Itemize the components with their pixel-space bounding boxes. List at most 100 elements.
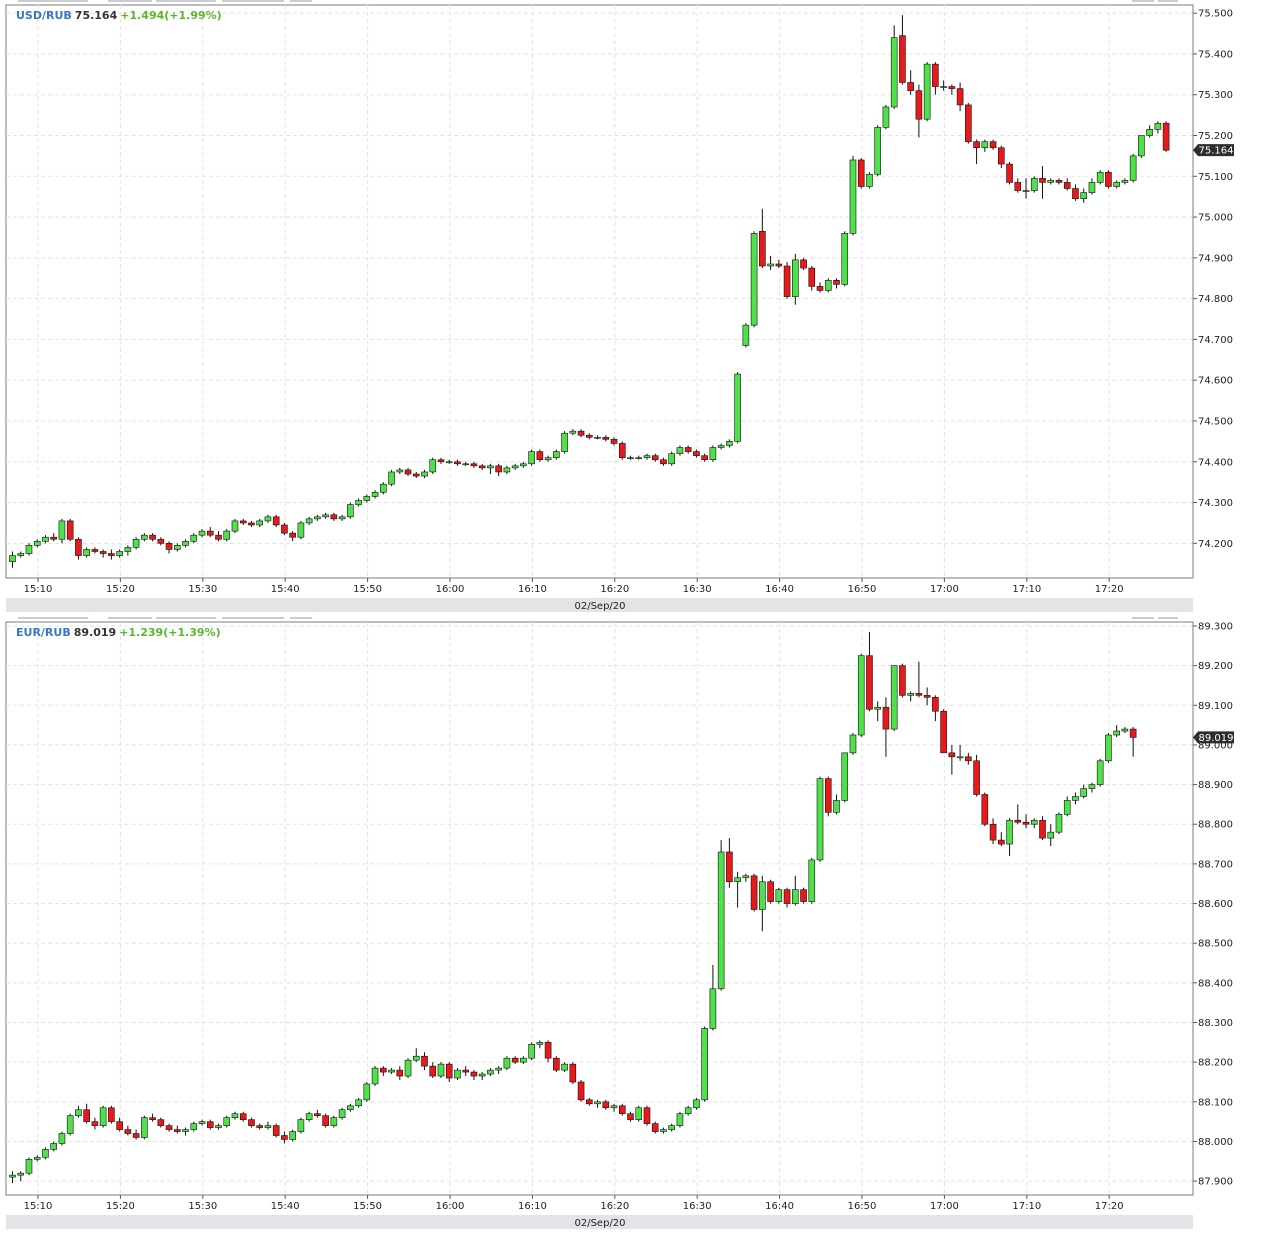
usdrub-candle-body bbox=[1080, 192, 1087, 200]
usdrub-candle-body bbox=[668, 453, 676, 465]
usdrub-last-price-label: 75.164 bbox=[1199, 146, 1234, 157]
usdrub-candle-body bbox=[421, 471, 428, 477]
eurrub-candle-body bbox=[1129, 728, 1137, 738]
usdrub-candle-body bbox=[454, 461, 461, 465]
eurrub-y-tick-label: 88.900 bbox=[1198, 780, 1233, 791]
usdrub-candle-body bbox=[569, 430, 577, 434]
usdrub-candlestick-chart[interactable]: 74.200 74.300 74.400 74.500 74.600 74.700 74.8… bbox=[0, 0, 1280, 617]
eurrub-candle-body bbox=[487, 1069, 494, 1075]
eurrub-candle-body bbox=[882, 706, 890, 730]
eurrub-x-tick-label: 16:30 bbox=[683, 1201, 712, 1212]
eurrub-candlestick-chart[interactable]: 87.900 88.000 88.100 88.200 88.300 88.400 88.5… bbox=[0, 617, 1280, 1234]
usdrub-change: +1.494(+1.99%) bbox=[120, 9, 222, 22]
eurrub-candle-body bbox=[841, 752, 849, 801]
eurrub-candle-body bbox=[429, 1065, 437, 1077]
eurrub-candle-body bbox=[643, 1107, 651, 1124]
usdrub-candle-body bbox=[783, 265, 791, 297]
usdrub-candle-body bbox=[75, 538, 82, 556]
usdrub-plot-area bbox=[5, 4, 1194, 579]
usdrub-x-tick-label: 15:40 bbox=[271, 584, 300, 595]
eurrub-candle-body bbox=[404, 1059, 412, 1077]
usdrub-candle-body bbox=[750, 233, 758, 326]
eurrub-candle-body bbox=[264, 1125, 272, 1128]
usdrub-candle-body bbox=[866, 173, 873, 187]
usdrub-y-tick-label: 74.900 bbox=[1198, 253, 1233, 264]
usdrub-candle-body bbox=[1072, 188, 1079, 200]
eurrub-date-bar bbox=[6, 1215, 1193, 1229]
eurrub-x-tick-label: 17:10 bbox=[1012, 1201, 1041, 1212]
eurrub-candle-body bbox=[1072, 796, 1079, 801]
eurrub-candle-body bbox=[923, 695, 931, 698]
usdrub-candle-body bbox=[347, 504, 354, 518]
eurrub-candle-body bbox=[256, 1125, 264, 1128]
usdrub-candle-body bbox=[602, 436, 610, 440]
eurrub-candle-body bbox=[808, 859, 816, 902]
usdrub-candle-body bbox=[684, 447, 692, 452]
usdrub-candle-body bbox=[1138, 135, 1145, 157]
usdrub-candle-body bbox=[116, 551, 123, 556]
usdrub-candle-body bbox=[759, 231, 766, 267]
eurrub-candle-body bbox=[791, 889, 799, 904]
eurrub-candle-body bbox=[157, 1119, 165, 1126]
eurrub-candle-body bbox=[239, 1113, 247, 1120]
eurrub-candle-body bbox=[767, 881, 774, 902]
usdrub-tab-marker bbox=[222, 0, 284, 2]
eurrub-tab-marker bbox=[222, 617, 284, 619]
eurrub-candle-body bbox=[965, 756, 972, 762]
usdrub-candle-body bbox=[330, 514, 338, 520]
eurrub-y-tick-label: 88.500 bbox=[1198, 939, 1233, 950]
eurrub-candle-body bbox=[618, 1105, 626, 1115]
eurrub-candle-body bbox=[635, 1107, 643, 1120]
eurrub-x-tick-label: 17:00 bbox=[930, 1201, 959, 1212]
eurrub-candle-body bbox=[1055, 814, 1063, 833]
usdrub-candle-body bbox=[833, 279, 840, 285]
eurrub-candle-body bbox=[116, 1121, 123, 1130]
eurrub-candle-body bbox=[396, 1069, 404, 1077]
eurrub-x-tick-label: 16:20 bbox=[600, 1201, 629, 1212]
usdrub-candle-body bbox=[577, 430, 585, 436]
eurrub-candle-body bbox=[297, 1119, 305, 1132]
usdrub-tab-marker bbox=[108, 0, 152, 2]
eurrub-candle-body bbox=[890, 665, 898, 730]
usdrub-y-tick-label: 74.800 bbox=[1198, 294, 1233, 305]
eurrub-candle-body bbox=[9, 1174, 16, 1178]
usdrub-y-tick-label: 75.000 bbox=[1198, 213, 1233, 224]
usdrub-tab-marker bbox=[1132, 0, 1154, 2]
eurrub-candle-body bbox=[520, 1057, 527, 1063]
eurrub-candle-body bbox=[874, 706, 882, 710]
eurrub-candle-body bbox=[503, 1057, 511, 1069]
eurrub-candle-body bbox=[940, 710, 947, 754]
eurrub-chart-panel[interactable]: 87.900 88.000 88.100 88.200 88.300 88.400 88.5… bbox=[0, 617, 1280, 1234]
usdrub-chart-panel[interactable]: 74.200 74.300 74.400 74.500 74.600 74.700 74.8… bbox=[0, 0, 1280, 617]
eurrub-candle-body bbox=[25, 1159, 33, 1174]
usdrub-candle-body bbox=[528, 451, 535, 465]
eurrub-symbol[interactable]: EUR/RUB bbox=[16, 626, 71, 639]
usdrub-candle-body bbox=[338, 516, 346, 520]
eurrub-x-tick-label: 16:50 bbox=[848, 1201, 877, 1212]
usdrub-candle-body bbox=[651, 455, 659, 461]
eurrub-y-tick-label: 87.900 bbox=[1198, 1177, 1233, 1188]
eurrub-candle-body bbox=[1006, 819, 1013, 845]
usdrub-candle-body bbox=[174, 545, 181, 550]
eurrub-candle-body bbox=[50, 1143, 58, 1150]
usdrub-candle-body bbox=[874, 127, 882, 175]
usdrub-candle-body bbox=[462, 463, 470, 466]
eurrub-candle-body bbox=[289, 1131, 296, 1140]
usdrub-candle-body bbox=[429, 459, 437, 473]
eurrub-x-tick-label: 16:10 bbox=[518, 1201, 547, 1212]
eurrub-header: EUR/RUB 89.019 +1.239(+1.39%) bbox=[16, 626, 221, 639]
eurrub-candle-body bbox=[1063, 800, 1071, 815]
usdrub-candle-body bbox=[297, 522, 305, 538]
eurrub-x-tick-label: 15:50 bbox=[353, 1201, 382, 1212]
usdrub-candle-body bbox=[83, 549, 90, 556]
eurrub-candle-body bbox=[569, 1063, 577, 1083]
usdrub-y-tick-label: 75.300 bbox=[1198, 90, 1233, 101]
eurrub-x-tick-label: 15:20 bbox=[106, 1201, 135, 1212]
usdrub-candle-body bbox=[627, 457, 634, 459]
usdrub-symbol[interactable]: USD/RUB bbox=[16, 9, 72, 22]
usdrub-last-price-marker bbox=[1193, 144, 1234, 157]
eurrub-candle-body bbox=[759, 881, 766, 910]
eurrub-y-tick-label: 88.600 bbox=[1198, 899, 1233, 910]
usdrub-candle-body bbox=[1154, 122, 1162, 130]
usdrub-candle-body bbox=[132, 538, 140, 548]
